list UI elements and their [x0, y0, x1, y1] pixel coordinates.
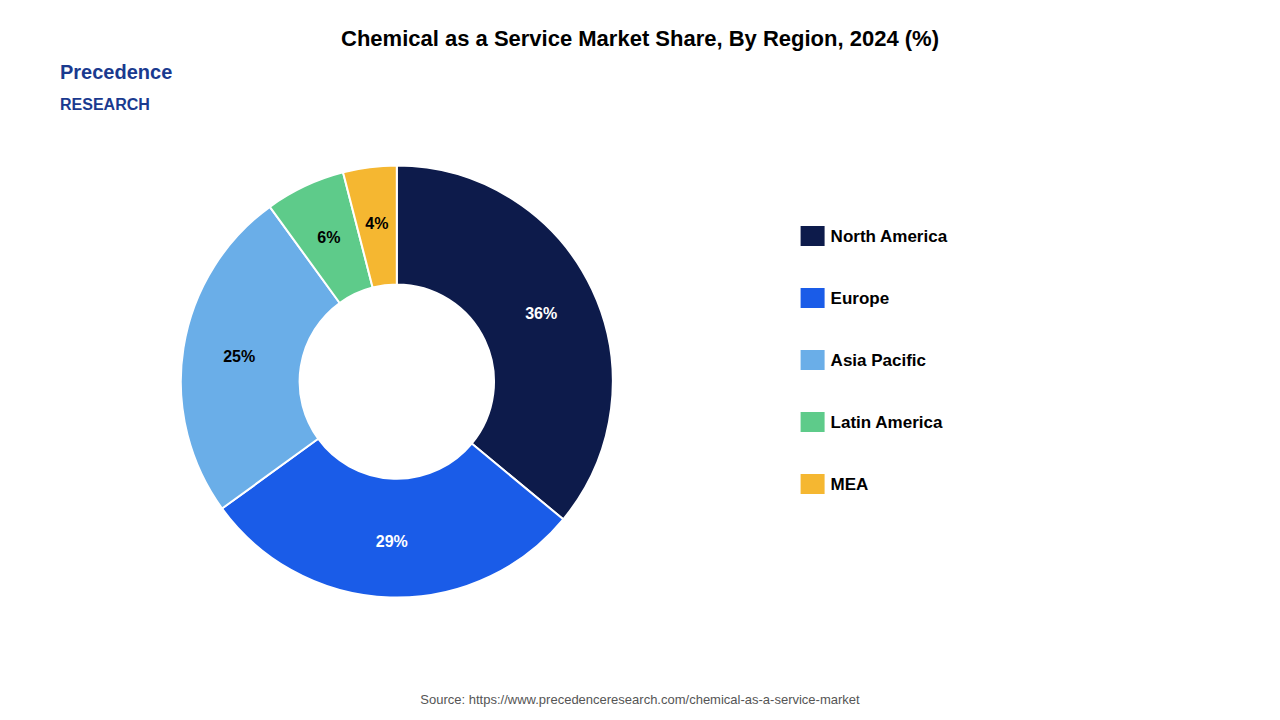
svg-text:Asia Pacific: Asia Pacific [831, 351, 926, 370]
svg-text:Source: https://www.precedence: Source: https://www.precedenceresearch.c… [420, 692, 860, 707]
svg-text:6%: 6% [317, 229, 340, 246]
svg-text:36%: 36% [525, 305, 557, 322]
svg-text:North America: North America [831, 227, 948, 246]
svg-text:4%: 4% [365, 215, 388, 232]
svg-text:Latin America: Latin America [831, 413, 943, 432]
svg-text:Chemical as a Service Market S: Chemical as a Service Market Share, By R… [341, 26, 939, 51]
svg-text:25%: 25% [223, 348, 255, 365]
svg-text:RESEARCH: RESEARCH [60, 96, 150, 113]
svg-text:MEA: MEA [831, 475, 869, 494]
svg-text:29%: 29% [376, 533, 408, 550]
svg-text:Europe: Europe [831, 289, 890, 308]
svg-text:Precedence: Precedence [60, 61, 172, 83]
